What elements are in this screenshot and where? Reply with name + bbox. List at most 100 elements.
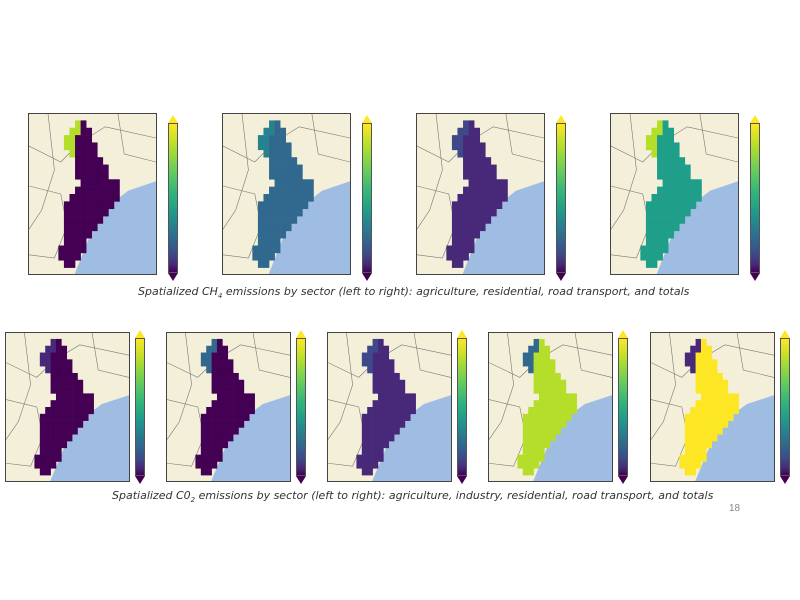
emission-cell bbox=[222, 345, 229, 353]
emission-cell bbox=[383, 441, 390, 449]
emission-cell bbox=[673, 201, 680, 210]
emission-cell bbox=[684, 352, 691, 360]
emission-cell bbox=[404, 407, 411, 415]
emission-cell bbox=[474, 194, 481, 202]
emission-cell bbox=[662, 238, 669, 246]
emission-cell bbox=[673, 142, 680, 151]
emission-cell bbox=[474, 223, 481, 232]
emission-cell bbox=[269, 135, 275, 143]
emission-cell bbox=[66, 393, 73, 401]
emission-cell bbox=[377, 407, 384, 415]
emission-cell bbox=[517, 461, 524, 469]
emission-cell bbox=[233, 427, 239, 435]
emission-cell bbox=[227, 379, 234, 387]
emission-cell bbox=[269, 238, 275, 246]
emission-cell bbox=[463, 201, 469, 210]
emission-cell bbox=[538, 393, 545, 401]
emission-cell bbox=[695, 461, 702, 469]
emission-cell bbox=[474, 149, 481, 158]
emission-cell bbox=[291, 157, 298, 165]
emission-cell bbox=[86, 149, 93, 158]
emission-cell bbox=[690, 407, 696, 415]
emission-cell bbox=[102, 194, 109, 202]
emission-cell bbox=[216, 359, 223, 367]
emission-cell bbox=[367, 454, 373, 462]
emission-cell bbox=[700, 345, 707, 353]
emission-cell bbox=[39, 427, 46, 435]
emission-cell bbox=[533, 372, 540, 381]
emission-cell bbox=[91, 194, 98, 202]
emission-cell bbox=[533, 366, 540, 374]
emission-cell bbox=[82, 400, 89, 408]
emission-cell bbox=[75, 142, 81, 151]
emission-cell bbox=[222, 407, 229, 415]
emission-cell bbox=[451, 252, 458, 261]
emission-cell bbox=[377, 366, 384, 374]
emission-cell bbox=[216, 400, 223, 408]
emission-cell bbox=[662, 216, 669, 224]
emission-cell bbox=[700, 427, 707, 435]
emission-cell bbox=[216, 393, 223, 401]
emission-cell bbox=[463, 194, 469, 202]
emission-cell bbox=[717, 400, 723, 408]
emission-cell bbox=[474, 216, 481, 224]
emission-cell bbox=[706, 359, 713, 367]
emission-cell bbox=[679, 179, 686, 187]
emission-cell bbox=[662, 194, 669, 202]
emission-cell bbox=[55, 427, 62, 435]
emission-cell bbox=[457, 260, 464, 268]
emission-cell bbox=[66, 400, 73, 408]
emission-cell bbox=[560, 393, 567, 401]
emission-cell bbox=[479, 216, 486, 224]
emission-cell bbox=[549, 359, 556, 367]
emission-cell bbox=[75, 208, 81, 217]
emission-cell bbox=[662, 164, 669, 173]
emission-cell bbox=[695, 386, 702, 394]
emission-cell bbox=[651, 216, 658, 224]
emission-cell bbox=[69, 223, 76, 232]
emission-cell bbox=[216, 427, 223, 435]
emission-cell bbox=[657, 149, 663, 158]
emission-cell bbox=[645, 216, 652, 224]
emission-cell bbox=[496, 179, 503, 187]
emission-cell bbox=[538, 454, 545, 462]
emission-cell bbox=[711, 400, 718, 408]
emission-cell bbox=[383, 420, 390, 428]
emission-cell bbox=[285, 171, 292, 180]
emission-cell bbox=[522, 454, 529, 462]
emission-cell bbox=[361, 420, 368, 428]
emission-cell bbox=[651, 230, 658, 239]
ch4-totals-map bbox=[610, 113, 739, 275]
emission-cell bbox=[684, 208, 691, 217]
emission-cell bbox=[706, 345, 713, 353]
boundary-line bbox=[117, 114, 156, 163]
emission-cell bbox=[61, 372, 68, 381]
emission-cell bbox=[490, 186, 497, 195]
emission-cell bbox=[544, 400, 551, 408]
emission-cell bbox=[555, 386, 561, 394]
emission-cell bbox=[206, 461, 212, 469]
emission-cell bbox=[383, 386, 390, 394]
co2-agriculture-colorbar bbox=[135, 330, 145, 484]
co2-caption: Spatialized C02 emissions by sector (lef… bbox=[112, 489, 713, 504]
emission-cell bbox=[227, 386, 234, 394]
emission-cell bbox=[55, 345, 62, 353]
emission-cell bbox=[695, 441, 702, 449]
emission-cell bbox=[485, 216, 492, 224]
emission-cell bbox=[39, 441, 46, 449]
emission-cell bbox=[501, 194, 508, 202]
emission-cell bbox=[522, 468, 529, 476]
emission-cell bbox=[522, 413, 529, 421]
emission-cell bbox=[361, 447, 368, 455]
emission-cell bbox=[269, 216, 275, 224]
emission-cell bbox=[684, 413, 691, 421]
emission-cell bbox=[451, 201, 458, 210]
emission-cell bbox=[651, 245, 658, 254]
emission-cell bbox=[200, 441, 207, 449]
emission-cell bbox=[538, 345, 545, 353]
emission-cell bbox=[463, 230, 469, 239]
ch4-caption-suffix: emissions by sector (left to right): agr… bbox=[222, 285, 690, 298]
sea-area bbox=[74, 181, 156, 274]
emission-cell bbox=[86, 127, 93, 136]
emission-cell bbox=[468, 245, 475, 254]
